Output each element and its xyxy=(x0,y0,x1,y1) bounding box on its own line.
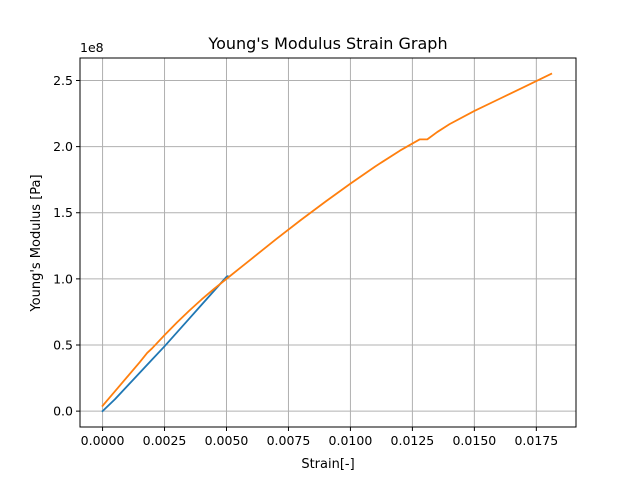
y-axis-ticks: 0.0 0.5 1.0 1.5 2.0 2.5 xyxy=(53,73,80,419)
x-tick-label: 0.0000 xyxy=(81,433,125,448)
x-axis-ticks: 0.0000 0.0025 0.0050 0.0075 0.0100 0.0125 0.01… xyxy=(81,427,558,448)
series-layer xyxy=(101,72,553,413)
x-tick-label: 0.0025 xyxy=(143,433,187,448)
series-line-1 xyxy=(101,275,229,413)
x-tick-label: 0.0075 xyxy=(267,433,311,448)
x-axis-label: Strain[-] xyxy=(301,457,354,472)
y-tick-label: 1.0 xyxy=(53,271,73,286)
y-tick-label: 1.5 xyxy=(53,205,73,220)
x-tick-label: 0.0175 xyxy=(514,433,558,448)
y-tick-label: 0.5 xyxy=(53,338,73,353)
y-axis-offset-label: 1e8 xyxy=(80,40,104,55)
x-tick-label: 0.0125 xyxy=(391,433,435,448)
plot-frame xyxy=(79,57,577,428)
y-tick-label: 2.5 xyxy=(53,73,73,88)
x-tick-label: 0.0050 xyxy=(205,433,249,448)
y-tick-label: 2.0 xyxy=(53,139,73,154)
y-tick-label: 0.0 xyxy=(53,404,73,419)
x-tick-label: 0.0150 xyxy=(452,433,496,448)
x-tick-label: 0.0100 xyxy=(329,433,373,448)
y-axis-label: Young's Modulus [Pa] xyxy=(29,174,44,312)
chart-title: Young's Modulus Strain Graph xyxy=(207,34,447,53)
series-line-2 xyxy=(101,72,553,408)
grid-lines xyxy=(80,58,576,427)
